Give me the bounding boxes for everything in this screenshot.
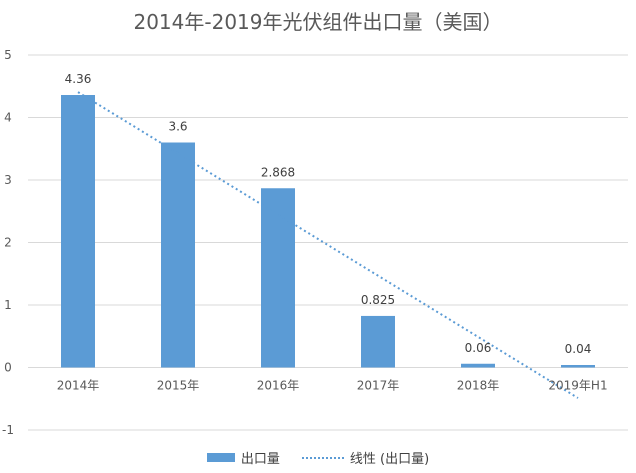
x-tick-label: 2015年	[157, 379, 200, 393]
data-label: 0.825	[361, 293, 395, 307]
y-tick-label: 3	[4, 173, 12, 187]
x-tick-label: 2018年	[457, 379, 500, 393]
trendline-line	[77, 91, 579, 399]
legend-bar-swatch	[206, 453, 235, 462]
bar	[61, 95, 95, 368]
x-tick-label: 2016年	[257, 379, 300, 393]
bar	[261, 188, 295, 368]
data-label: 2.868	[261, 165, 295, 179]
bar	[361, 315, 395, 368]
x-tick-label: 2014年	[57, 379, 100, 393]
x-tick-label: 2019年H1	[548, 379, 607, 393]
x-axis: 2014年 2015年 2016年 2017年 2018年 2019年H1	[57, 379, 608, 393]
legend-trendline-label: 线性 (出口量)	[349, 452, 430, 467]
y-tick-label: -1	[2, 423, 14, 437]
gridlines	[28, 54, 628, 431]
bar	[461, 363, 495, 368]
bar	[161, 142, 195, 368]
data-label: 4.36	[65, 72, 92, 86]
legend-trendline-swatch	[301, 456, 344, 459]
legend: 出口量 线性 (出口量)	[0, 448, 636, 467]
y-axis: -1 0 1 2 3 4 5	[2, 48, 14, 437]
y-tick-label: 2	[4, 236, 12, 250]
legend-bar-label: 出口量	[240, 452, 280, 467]
legend-item-trendline: 线性 (出口量)	[301, 448, 430, 467]
bars	[61, 95, 595, 368]
data-label: 0.06	[465, 341, 492, 355]
data-labels: 4.36 3.6 2.868 0.825 0.06 0.04	[65, 72, 592, 356]
legend-item-bar: 出口量	[206, 448, 280, 467]
x-tick-label: 2017年	[357, 379, 400, 393]
y-tick-label: 4	[4, 111, 12, 125]
chart-title: 2014年-2019年光伏组件出口量（美国）	[133, 10, 503, 34]
trendline	[77, 91, 579, 399]
bar	[561, 365, 595, 368]
y-tick-label: 0	[4, 361, 12, 375]
data-label: 3.6	[168, 120, 187, 134]
y-tick-label: 1	[4, 298, 12, 312]
data-label: 0.04	[565, 342, 592, 356]
y-tick-label: 5	[4, 48, 12, 62]
